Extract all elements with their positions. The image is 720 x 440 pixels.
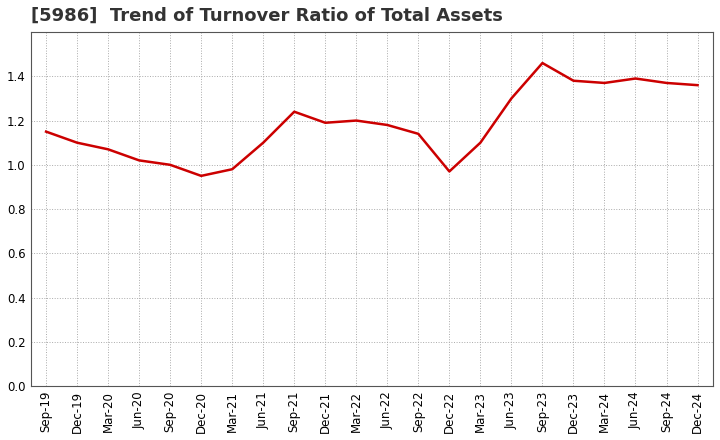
Text: [5986]  Trend of Turnover Ratio of Total Assets: [5986] Trend of Turnover Ratio of Total … <box>30 7 503 25</box>
